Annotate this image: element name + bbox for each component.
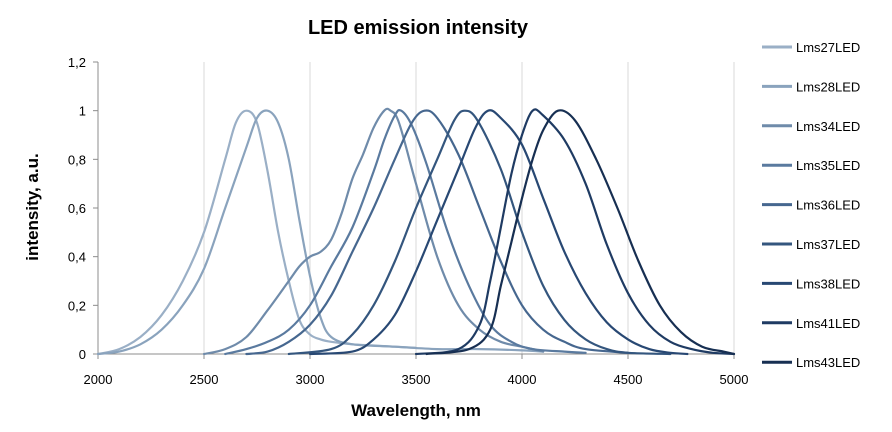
legend-label: Lms36LED [796, 198, 860, 213]
x-tick-label: 4000 [508, 372, 537, 387]
series-line-lms41led [414, 108, 736, 356]
y-tick-label: 1 [79, 104, 86, 119]
legend-label: Lms28LED [796, 79, 860, 94]
legend-label: Lms37LED [796, 237, 860, 252]
series-line-lms43led [425, 109, 736, 356]
grid [203, 62, 735, 354]
legend-label: Lms38LED [796, 276, 860, 291]
axes [93, 61, 735, 359]
legend: Lms27LED Lms28LED Lms34LED Lms35LED Lms36LED… [762, 40, 860, 370]
x-tick-label: 3500 [402, 372, 431, 387]
x-tick-label: 4500 [614, 372, 643, 387]
legend-label: Lms27LED [796, 40, 860, 55]
legend-item: Lms34LED [762, 119, 860, 134]
legend-item: Lms41LED [762, 316, 860, 331]
series-group [96, 107, 736, 356]
x-tick-label: 2500 [190, 372, 219, 387]
legend-label: Lms43LED [796, 355, 860, 370]
legend-label: Lms41LED [796, 316, 860, 331]
legend-item: Lms28LED [762, 79, 860, 94]
x-tick-label: 3000 [296, 372, 325, 387]
series-line-lms36led [245, 109, 630, 356]
y-tick-label: 0,6 [68, 201, 86, 216]
legend-item: Lms37LED [762, 237, 860, 252]
legend-label: Lms35LED [796, 158, 860, 173]
series-line-lms27led [96, 109, 418, 356]
legend-item: Lms38LED [762, 276, 860, 291]
y-tick-label: 0,2 [68, 298, 86, 313]
y-tick-label: 1,2 [68, 55, 86, 70]
x-axis-title: Wavelength, nm [351, 401, 481, 420]
legend-item: Lms43LED [762, 355, 860, 370]
legend-item: Lms36LED [762, 198, 860, 213]
legend-label: Lms34LED [796, 119, 860, 134]
tick-labels: 0 0,2 0,4 0,6 0,8 1 1,2 2000 2500 3000 3500 4000 450… [68, 55, 749, 387]
series-line-lms35led [224, 108, 587, 356]
series-line-lms38led [308, 109, 689, 356]
x-tick-label: 5000 [720, 372, 749, 387]
y-tick-label: 0,4 [68, 250, 86, 265]
series-line-lms37led [287, 109, 672, 356]
y-axis-title: intensity, a.u. [23, 153, 42, 260]
legend-item: Lms27LED [762, 40, 860, 55]
x-tick-label: 2000 [84, 372, 113, 387]
y-tick-label: 0,8 [68, 152, 86, 167]
series-line-lms28led [96, 109, 545, 356]
y-tick-label: 0 [79, 347, 86, 362]
chart-title: LED emission intensity [308, 17, 529, 39]
legend-item: Lms35LED [762, 158, 860, 173]
series-line-lms34led [202, 107, 545, 356]
